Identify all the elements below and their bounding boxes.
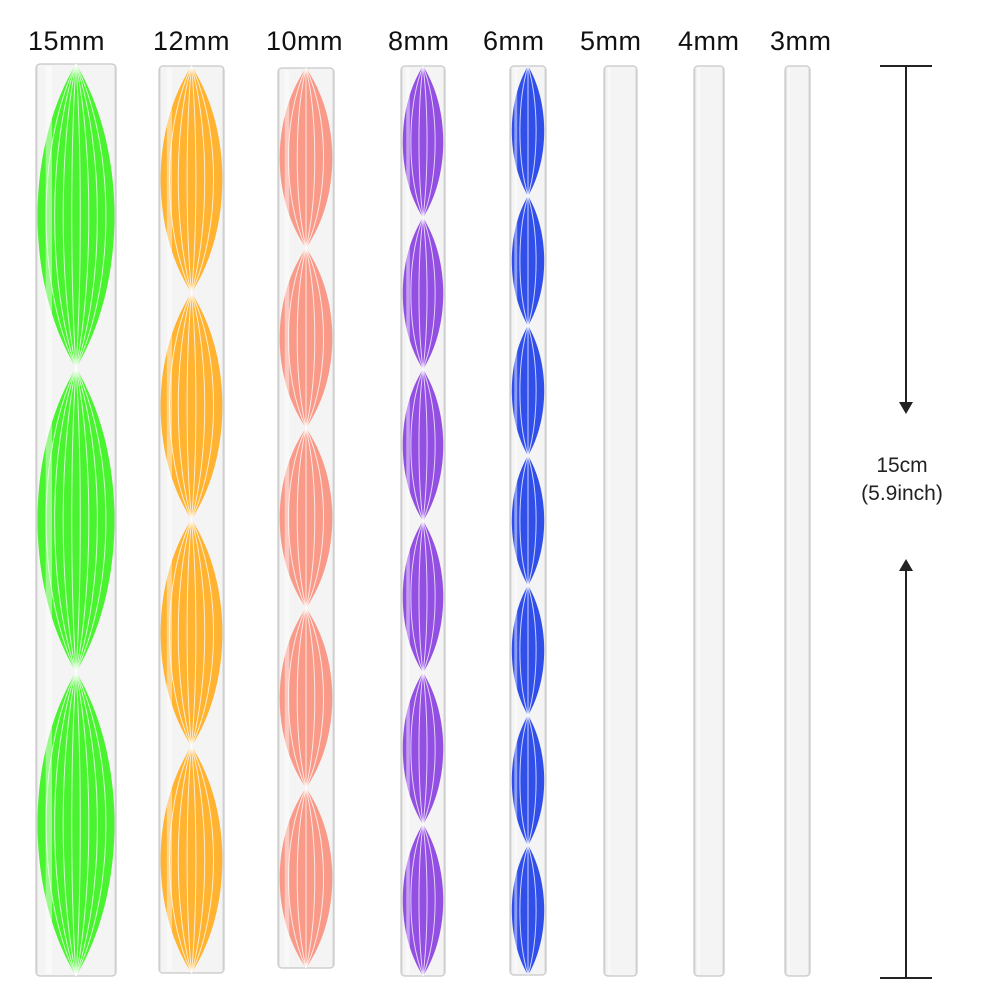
- rod-label-5mm: 5mm: [580, 26, 642, 56]
- rod-15mm: [35, 63, 117, 977]
- twist-ribbon: [160, 65, 223, 974]
- rod-label-3mm: 3mm: [770, 26, 832, 56]
- dimension-label: 15cm (5.9inch): [840, 452, 964, 508]
- twist-ribbon: [279, 67, 333, 969]
- rod-highlight: [284, 70, 290, 966]
- rod-10mm: [277, 67, 335, 969]
- arrow-up-icon: [899, 559, 913, 571]
- dimension-length-inch: (5.9inch): [861, 482, 943, 505]
- arrow-down-icon: [899, 402, 913, 414]
- rod-label-8mm: 8mm: [388, 26, 450, 56]
- rod-highlight: [166, 68, 172, 971]
- rod-body: [784, 65, 811, 977]
- dimension-length-cm: 15cm: [876, 454, 928, 477]
- rod-highlight: [607, 68, 611, 974]
- rod-4mm: [693, 65, 725, 977]
- rod-label-6mm: 6mm: [483, 26, 545, 56]
- rod-highlight: [406, 68, 410, 974]
- rod-8mm: [400, 65, 446, 977]
- rod-body: [693, 65, 725, 977]
- rod-6mm: [509, 65, 547, 976]
- rod-highlight: [45, 66, 52, 974]
- rod-highlight: [788, 68, 790, 974]
- rod-label-12mm: 12mm: [153, 26, 231, 56]
- rod-label-10mm: 10mm: [266, 26, 344, 56]
- rod-highlight: [514, 68, 518, 973]
- rod-12mm: [158, 65, 225, 974]
- rod-label-4mm: 4mm: [678, 26, 740, 56]
- twist-ribbon: [402, 65, 444, 977]
- twist-ribbon: [511, 65, 545, 976]
- rod-label-15mm: 15mm: [28, 26, 106, 56]
- rod-body: [603, 65, 638, 977]
- twist-ribbon: [37, 63, 115, 977]
- rod-3mm: [784, 65, 811, 977]
- rod-highlight: [697, 68, 700, 974]
- dimension-arrow: [880, 65, 932, 979]
- rod-5mm: [603, 65, 638, 977]
